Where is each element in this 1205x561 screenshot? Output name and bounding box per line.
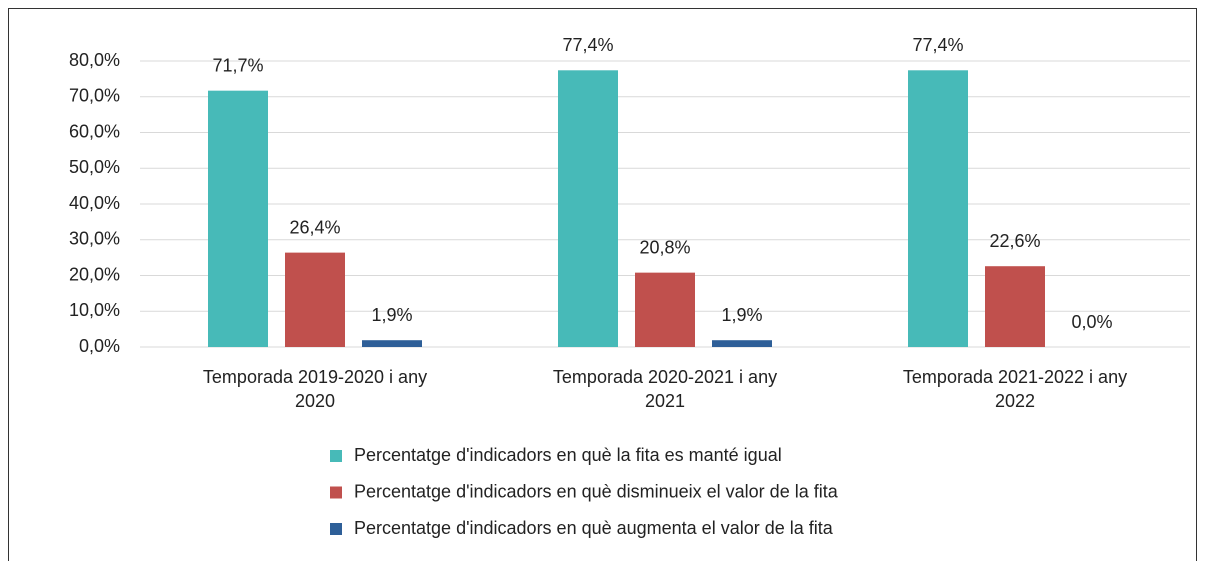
data-label: 22,6% bbox=[989, 231, 1040, 251]
y-tick-label: 50,0% bbox=[69, 157, 120, 177]
bar bbox=[908, 70, 968, 348]
bar bbox=[285, 252, 345, 347]
data-label: 20,8% bbox=[639, 237, 690, 257]
y-tick-label: 80,0% bbox=[69, 50, 120, 70]
data-label: 77,4% bbox=[562, 35, 613, 55]
y-tick-label: 70,0% bbox=[69, 86, 120, 106]
bar bbox=[362, 340, 422, 347]
y-tick-label: 20,0% bbox=[69, 264, 120, 284]
y-tick-label: 60,0% bbox=[69, 121, 120, 141]
y-tick-label: 0,0% bbox=[79, 336, 120, 356]
y-tick-label: 30,0% bbox=[69, 229, 120, 249]
chart-frame bbox=[8, 8, 1197, 561]
data-label: 26,4% bbox=[289, 217, 340, 237]
bar bbox=[208, 90, 268, 348]
bar bbox=[635, 272, 695, 347]
legend-label: Percentatge d'indicadors en què disminue… bbox=[354, 481, 839, 501]
legend-swatch bbox=[330, 486, 342, 499]
x-tick-label: Temporada 2020-2021 i any 2021 bbox=[552, 367, 778, 411]
x-tick-label: Temporada 2019-2020 i any 2020 bbox=[202, 367, 428, 411]
bar bbox=[712, 340, 772, 347]
bar bbox=[558, 70, 618, 348]
y-tick-label: 10,0% bbox=[69, 300, 120, 320]
data-label: 1,9% bbox=[721, 305, 762, 325]
legend-label: Percentatge d'indicadors en què augmenta… bbox=[354, 518, 834, 538]
legend-label: Percentatge d'indicadors en què la fita … bbox=[354, 445, 782, 465]
legend-swatch bbox=[330, 450, 342, 462]
data-label: 71,7% bbox=[212, 55, 263, 75]
x-tick-label: Temporada 2021-2022 i any 2022 bbox=[902, 367, 1128, 411]
y-tick-label: 40,0% bbox=[69, 193, 120, 213]
bar bbox=[985, 266, 1045, 347]
data-label: 1,9% bbox=[371, 305, 412, 325]
data-label: 77,4% bbox=[912, 35, 963, 55]
legend-swatch bbox=[330, 523, 342, 535]
data-label: 0,0% bbox=[1071, 312, 1112, 332]
